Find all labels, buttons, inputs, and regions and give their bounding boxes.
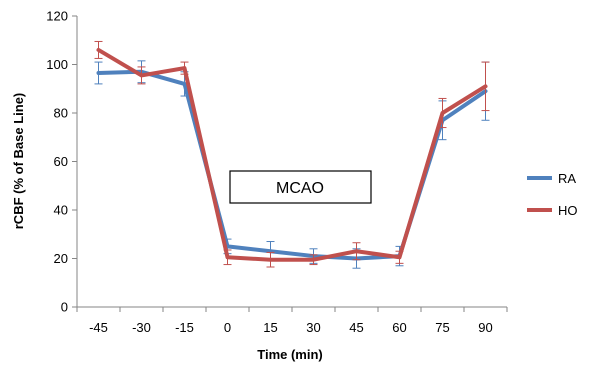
error-bar [94,61,103,85]
annotation-label: MCAO [276,180,324,197]
y-tick-label: 100 [46,57,68,72]
annotation-rect [229,170,372,204]
x-axis-ticks: -45 -30 -15 0 15 30 45 60 75 90 [76,307,508,335]
error-bar [137,66,146,85]
series-layer [94,40,490,269]
x-tick-label: -30 [132,320,151,335]
error-bar [266,251,275,268]
legend-item-ra: RA [527,171,576,186]
y-tick-label: 120 [46,9,68,24]
y-tick-label: 0 [61,300,68,315]
legend-label: RA [558,171,576,186]
legend: RA HO [527,171,578,218]
x-axis-title: Time (min) [257,347,323,362]
error-bar [223,249,232,266]
error-bar [438,97,447,129]
error-bar [352,242,361,261]
x-tick-label: 45 [349,320,363,335]
y-axis-ticks: 0 20 40 60 80 100 120 [46,9,77,315]
x-tick-label: -45 [89,320,108,335]
error-bar [309,254,318,266]
error-bar [94,40,103,59]
series-ho [94,40,490,268]
x-tick-label: 60 [392,320,406,335]
error-bar [481,61,490,112]
error-bar [180,61,189,75]
error-bar [395,250,404,264]
x-tick-label: 0 [224,320,231,335]
annotation-box: MCAO [229,170,372,204]
series-line-ho [96,47,488,262]
y-tick-label: 80 [54,106,68,121]
y-tick-label: 20 [54,251,68,266]
x-tick-label: 30 [306,320,320,335]
series-ra [94,60,490,269]
x-tick-label: 90 [478,320,492,335]
y-tick-label: 60 [54,154,68,169]
y-tick-label: 40 [54,203,68,218]
legend-label: HO [558,203,578,218]
y-axis-title: rCBF (% of Base Line) [11,93,26,230]
x-tick-label: 15 [263,320,277,335]
legend-item-ho: HO [527,203,578,218]
x-tick-label: -15 [175,320,194,335]
x-tick-label: 75 [435,320,449,335]
